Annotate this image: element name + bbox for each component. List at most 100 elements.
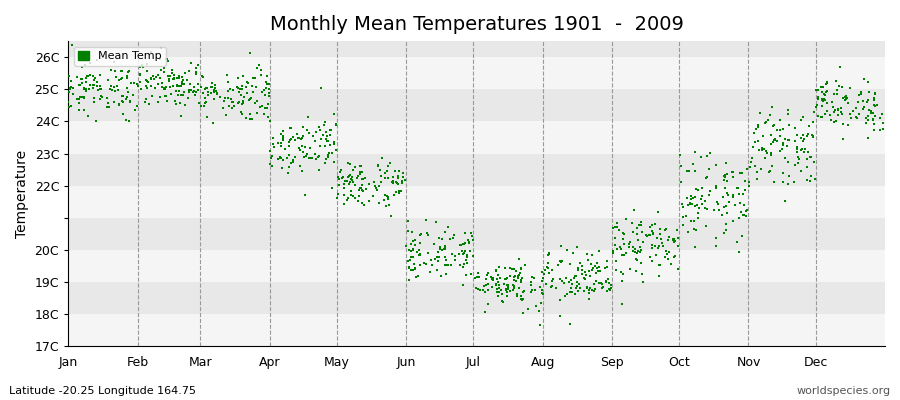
Point (860, 96, 875, 103)
Point (549, 284, 563, 291)
Point (590, 270, 604, 276)
Point (412, 262, 427, 268)
Point (600, 288, 615, 294)
Point (495, 290, 509, 297)
Point (585, 267, 599, 274)
Point (652, 273, 666, 279)
Point (726, 174, 741, 180)
Point (227, 102, 241, 109)
Point (765, 122, 779, 129)
Point (491, 293, 505, 299)
Point (309, 156, 323, 162)
Point (78, 62, 93, 68)
Point (514, 293, 528, 299)
Point (687, 226, 701, 232)
Point (431, 234, 446, 241)
Point (265, 155, 279, 161)
Point (778, 198, 792, 204)
Point (565, 280, 580, 287)
Point (814, 113, 828, 120)
Point (404, 254, 419, 260)
Point (235, 83, 249, 89)
Point (544, 266, 559, 273)
Point (751, 176, 765, 182)
Point (634, 219, 648, 225)
Point (683, 193, 698, 199)
Point (370, 187, 384, 193)
Point (569, 284, 583, 291)
Point (259, 81, 274, 88)
Point (325, 149, 339, 156)
Point (841, 122, 855, 128)
Point (157, 65, 171, 71)
Point (135, 62, 149, 68)
Point (275, 128, 290, 134)
Point (191, 87, 205, 93)
Point (353, 184, 367, 191)
Point (235, 111, 249, 118)
Point (421, 250, 436, 256)
Point (225, 105, 239, 112)
Point (686, 195, 700, 201)
Point (358, 175, 373, 181)
Point (668, 238, 682, 245)
Point (381, 195, 395, 202)
Point (405, 229, 419, 235)
Point (141, 101, 156, 107)
Point (154, 67, 168, 73)
Point (708, 234, 723, 241)
Point (144, 76, 158, 82)
Point (418, 217, 433, 224)
Point (546, 276, 561, 283)
Point (719, 203, 733, 209)
Point (582, 285, 597, 292)
Point (275, 157, 290, 164)
Point (72, 100, 86, 106)
Point (862, 89, 877, 96)
Point (383, 160, 398, 166)
Point (476, 287, 491, 294)
Point (609, 220, 624, 227)
Point (688, 194, 702, 200)
Point (529, 303, 544, 309)
Point (778, 155, 792, 161)
Point (140, 60, 155, 67)
Point (589, 278, 603, 284)
Point (634, 222, 648, 228)
Point (443, 236, 457, 242)
Point (87, 99, 102, 105)
Point (598, 265, 612, 272)
Point (587, 281, 601, 287)
Point (688, 148, 703, 155)
Point (624, 239, 638, 245)
Point (345, 177, 359, 184)
Point (388, 168, 402, 174)
Point (154, 45, 168, 51)
Point (830, 87, 844, 93)
Point (151, 99, 166, 105)
Point (598, 279, 613, 286)
Point (175, 80, 189, 87)
Point (662, 234, 676, 240)
Point (807, 108, 822, 115)
Point (428, 241, 442, 247)
Point (553, 258, 567, 264)
Point (258, 85, 273, 92)
Point (232, 99, 247, 105)
Point (499, 287, 513, 293)
Point (577, 275, 591, 281)
Point (666, 237, 680, 243)
Point (283, 125, 297, 131)
Point (554, 276, 568, 282)
Point (176, 80, 190, 86)
Point (381, 194, 395, 201)
Point (652, 243, 666, 250)
Point (189, 88, 203, 95)
Point (202, 91, 216, 98)
Point (622, 244, 636, 251)
Point (296, 133, 310, 139)
Point (297, 192, 311, 198)
Point (869, 101, 884, 108)
Point (243, 110, 257, 117)
Point (100, 94, 114, 101)
